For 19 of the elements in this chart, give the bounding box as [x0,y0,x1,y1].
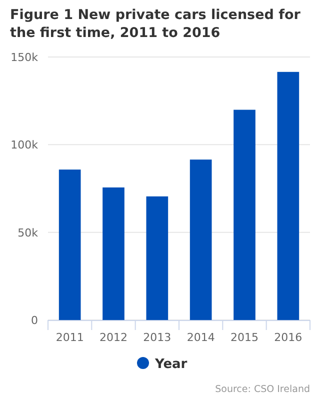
x-tick-label: 2014 [186,331,215,344]
bar [146,196,168,320]
bar [58,170,81,320]
source-note: Source: CSO Ireland [215,384,310,395]
y-tick-label: 100k [10,138,39,152]
y-tick-label: 150k [10,51,39,64]
y-tick-label: 0 [31,314,38,327]
bar [277,72,300,320]
legend-label: Year [154,357,188,372]
x-tick-label: 2011 [56,331,84,344]
x-tick-label: 2015 [230,331,258,344]
x-tick-label: 2016 [274,331,302,344]
y-tick-label: 50k [18,226,39,240]
x-tick-label: 2013 [143,331,172,344]
chart-title: Figure 1 New private cars licensed for the first time, 2011 to 2016 [10,7,301,41]
x-tick-label: 2012 [100,331,128,344]
bar [102,187,124,320]
bar [234,110,256,320]
bar [190,160,212,320]
